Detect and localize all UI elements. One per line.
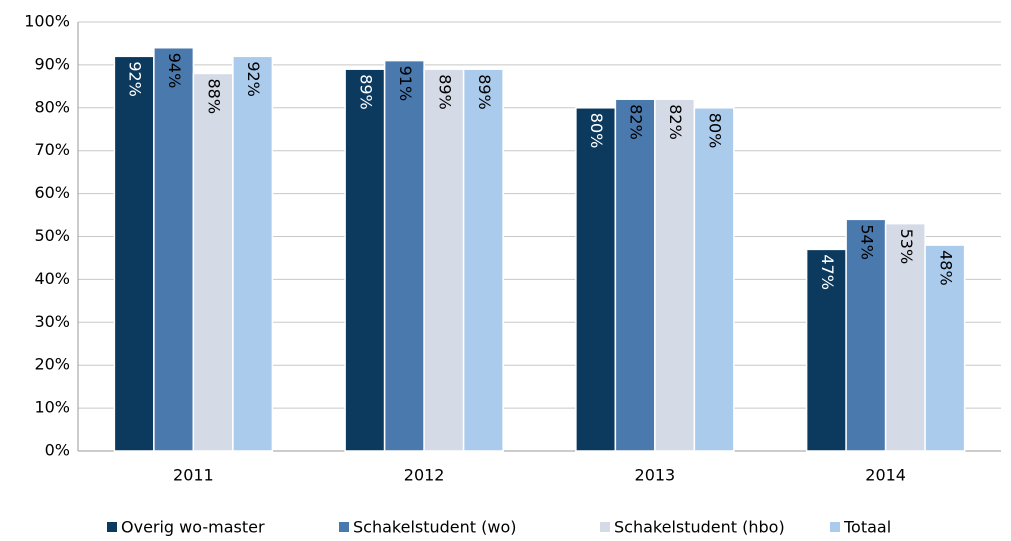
data-label: 53% <box>897 229 916 265</box>
y-tick-label: 10% <box>34 398 70 417</box>
y-tick-label: 20% <box>34 355 70 374</box>
y-tick-label: 90% <box>34 54 70 73</box>
legend-label: Overig wo-master <box>121 518 265 537</box>
bar <box>192 72 234 452</box>
y-tick-label: 0% <box>45 441 70 460</box>
x-tick-label: 2014 <box>865 466 906 485</box>
legend-swatch <box>107 522 117 532</box>
y-tick-label: 70% <box>34 140 70 159</box>
data-label: 48% <box>936 250 955 286</box>
x-tick-label: 2013 <box>635 466 676 485</box>
bar <box>884 222 926 452</box>
bar <box>232 55 274 452</box>
y-tick-label: 60% <box>34 183 70 202</box>
legend-label: Schakelstudent (hbo) <box>614 518 785 537</box>
bar <box>153 46 195 452</box>
data-label: 82% <box>627 104 646 140</box>
data-label: 80% <box>706 113 725 149</box>
legend-label: Schakelstudent (wo) <box>353 518 517 537</box>
data-label: 91% <box>396 66 415 102</box>
legend-swatch <box>339 522 349 532</box>
x-tick-label: 2012 <box>404 466 445 485</box>
data-label: 47% <box>818 254 837 290</box>
data-label: 54% <box>857 224 876 260</box>
bar <box>462 68 504 452</box>
data-label: 89% <box>356 74 375 110</box>
data-label: 92% <box>244 61 263 97</box>
bar <box>845 218 887 452</box>
legend-swatch <box>830 522 840 532</box>
y-tick-label: 40% <box>34 269 70 288</box>
data-label: 82% <box>666 104 685 140</box>
bar <box>575 107 617 452</box>
bar <box>693 107 735 452</box>
y-tick-label: 30% <box>34 312 70 331</box>
bar <box>383 59 425 452</box>
bar <box>654 98 696 452</box>
y-tick-label: 100% <box>24 12 70 31</box>
data-label: 94% <box>165 53 184 89</box>
data-label: 88% <box>205 78 224 114</box>
bar <box>113 55 155 452</box>
data-label: 92% <box>126 61 145 97</box>
x-tick-label: 2011 <box>173 466 214 485</box>
bar <box>924 244 966 452</box>
y-tick-label: 50% <box>34 226 70 245</box>
legend-swatch <box>600 522 610 532</box>
bar <box>423 68 465 452</box>
data-label: 89% <box>475 74 494 110</box>
data-label: 89% <box>435 74 454 110</box>
data-label: 80% <box>587 113 606 149</box>
bar <box>614 98 656 452</box>
bar <box>344 68 386 452</box>
legend-label: Totaal <box>843 518 891 537</box>
y-tick-label: 80% <box>34 97 70 116</box>
